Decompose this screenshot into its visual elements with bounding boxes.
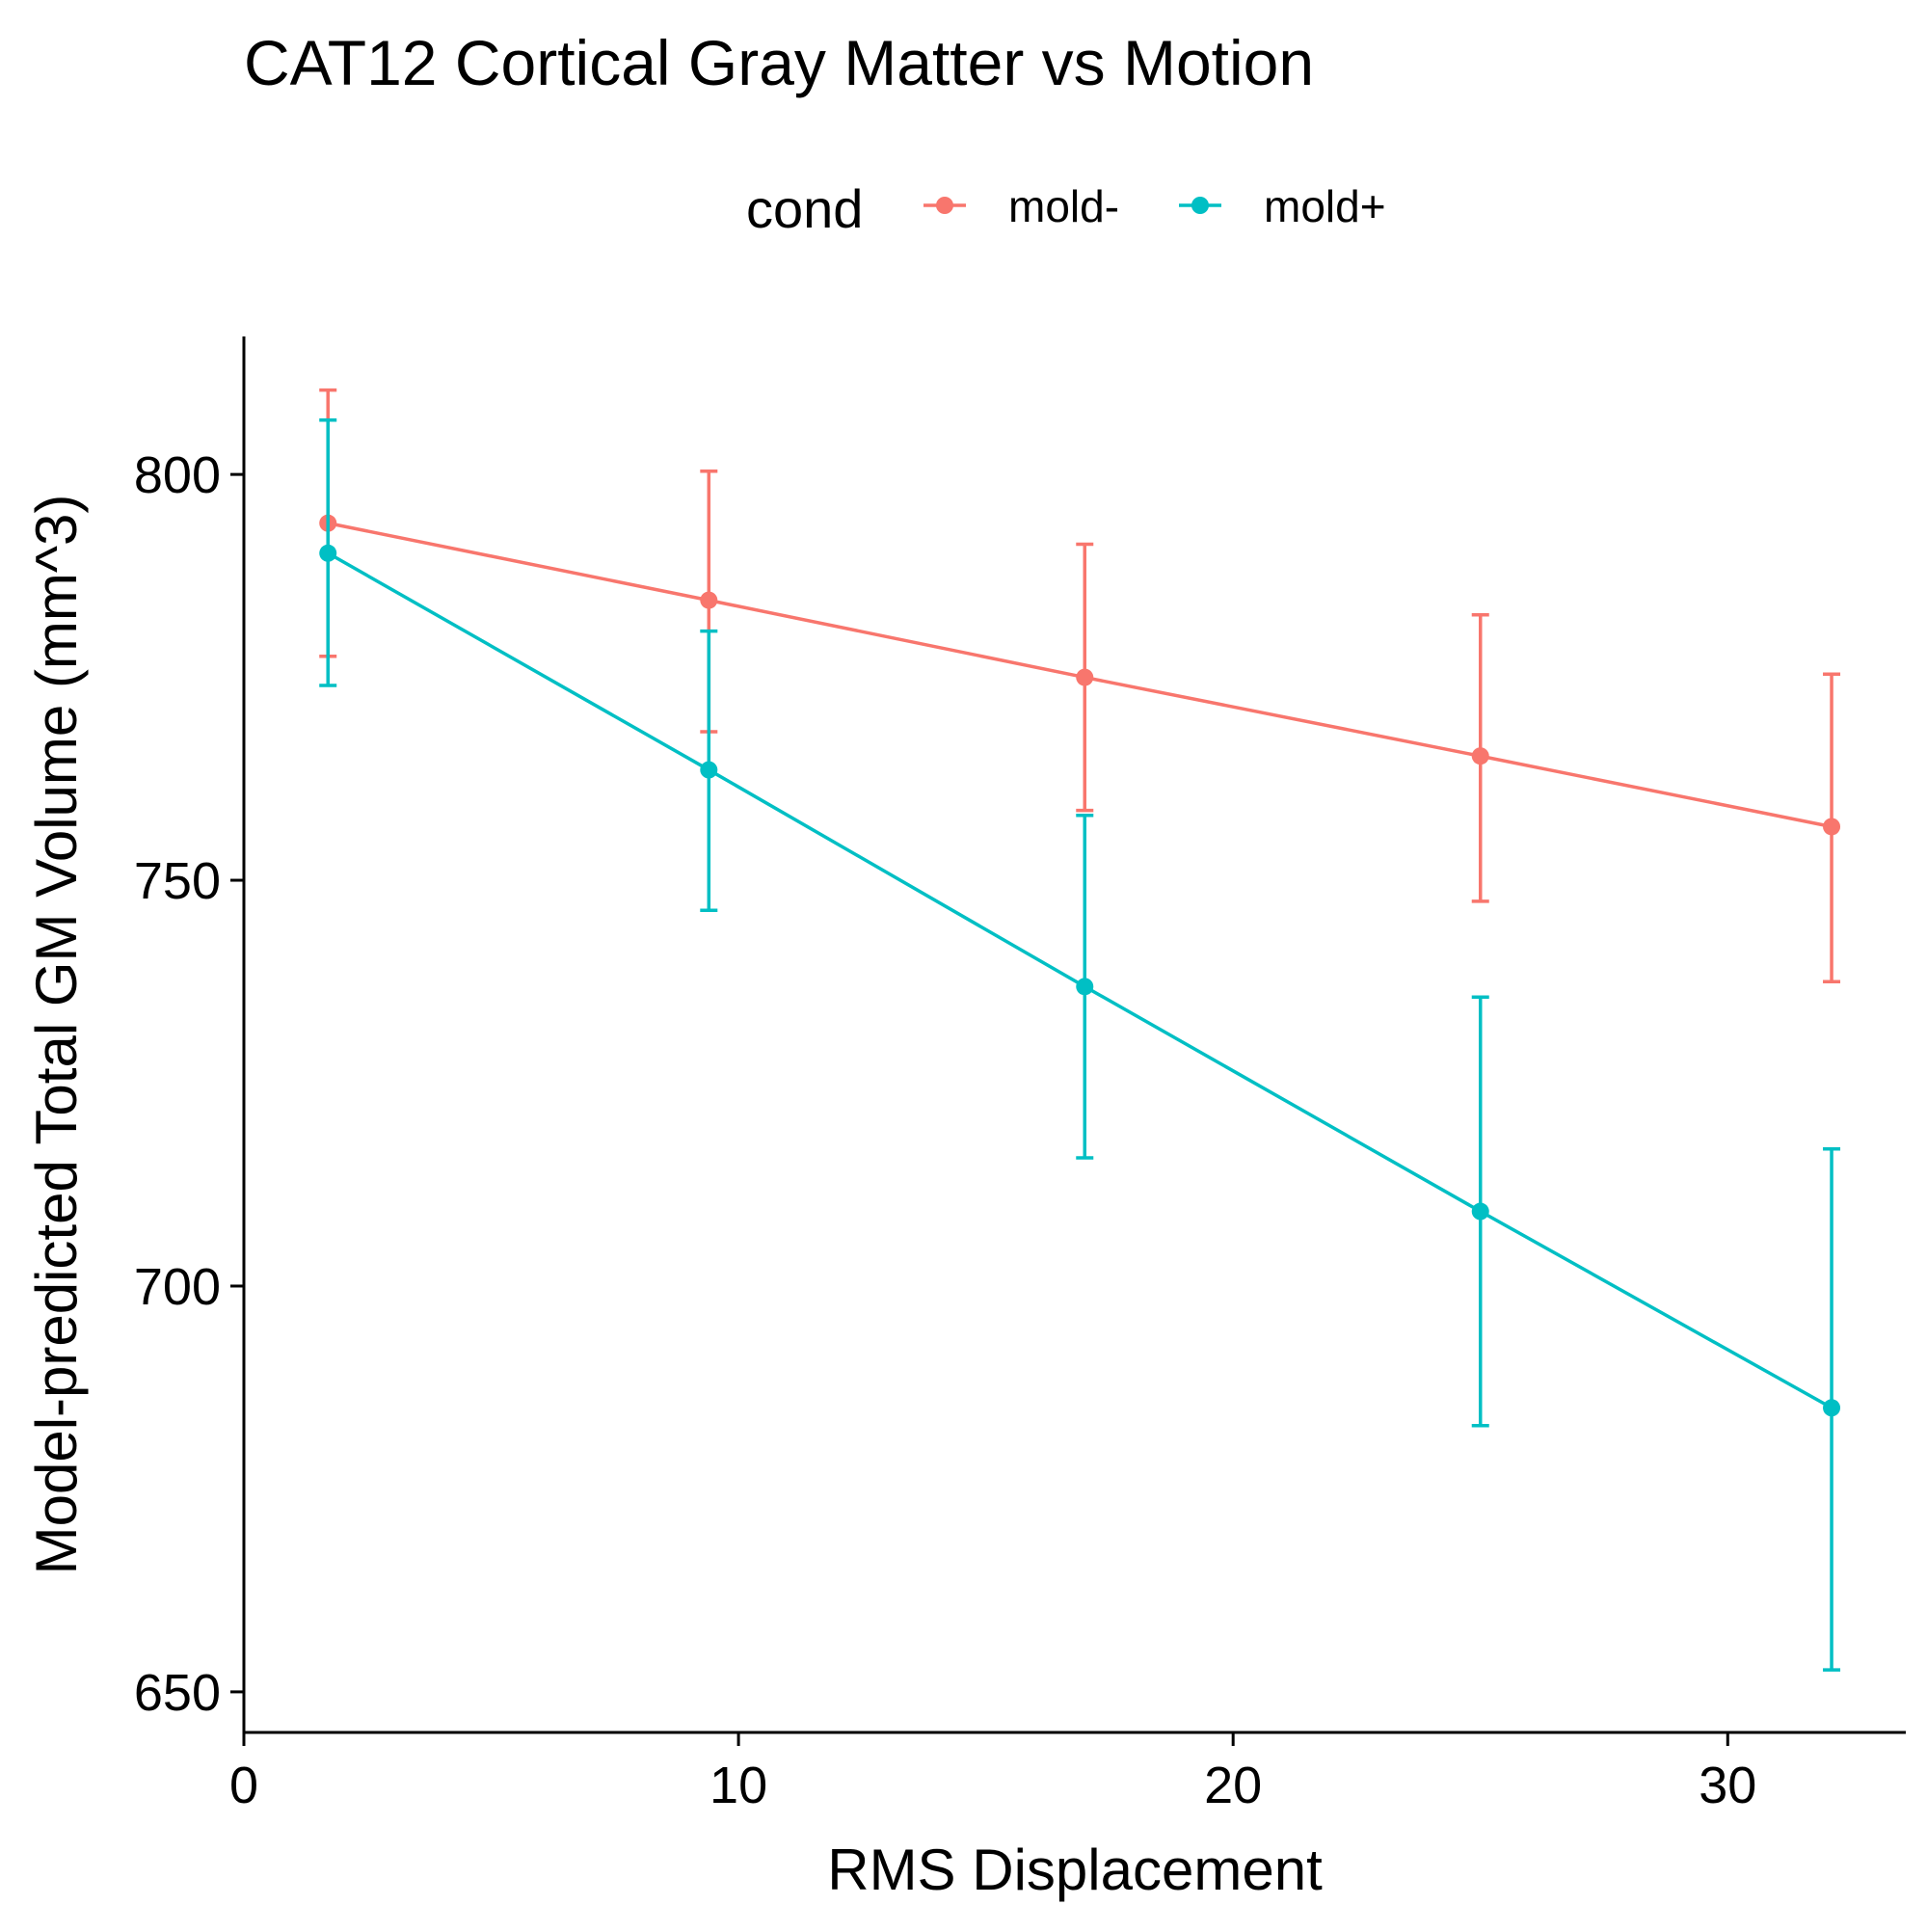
x-axis-ticks: 0 10 20 30 bbox=[229, 1732, 1756, 1814]
legend-label: mold+ bbox=[1264, 181, 1386, 231]
data-point bbox=[1076, 978, 1094, 996]
legend-item-mold-: mold- bbox=[923, 181, 1119, 231]
y-tick-label: 800 bbox=[134, 446, 221, 504]
data-point bbox=[1471, 747, 1489, 765]
data-point bbox=[1823, 818, 1841, 836]
plot-area bbox=[319, 388, 1841, 1672]
legend-key-point bbox=[1191, 197, 1209, 214]
y-axis-label: Model-predicted Total GM Volume (mm^3) bbox=[24, 495, 89, 1575]
y-tick-label: 650 bbox=[134, 1664, 221, 1722]
legend-title: cond bbox=[746, 178, 863, 239]
series-mold- bbox=[319, 388, 1841, 984]
y-tick-label: 750 bbox=[134, 852, 221, 910]
data-point bbox=[1823, 1399, 1841, 1417]
data-point bbox=[319, 544, 337, 562]
x-tick-label: 30 bbox=[1699, 1757, 1756, 1814]
x-tick-label: 0 bbox=[229, 1757, 258, 1814]
legend: cond mold-mold+ bbox=[746, 178, 1386, 239]
x-axis-label: RMS Displacement bbox=[827, 1838, 1323, 1902]
y-axis-ticks: 650 700 750 800 bbox=[134, 446, 244, 1722]
y-tick-label: 700 bbox=[134, 1258, 221, 1316]
x-tick-label: 10 bbox=[709, 1757, 767, 1814]
legend-item-mold+: mold+ bbox=[1179, 181, 1386, 231]
data-point bbox=[700, 761, 718, 779]
x-tick-label: 20 bbox=[1204, 1757, 1262, 1814]
data-point bbox=[700, 591, 718, 609]
legend-label: mold- bbox=[1008, 181, 1119, 231]
data-point bbox=[1471, 1202, 1489, 1221]
data-point bbox=[1076, 668, 1094, 686]
legend-key-point bbox=[936, 197, 953, 214]
series-mold+ bbox=[319, 417, 1841, 1672]
chart-title: CAT12 Cortical Gray Matter vs Motion bbox=[244, 27, 1314, 98]
